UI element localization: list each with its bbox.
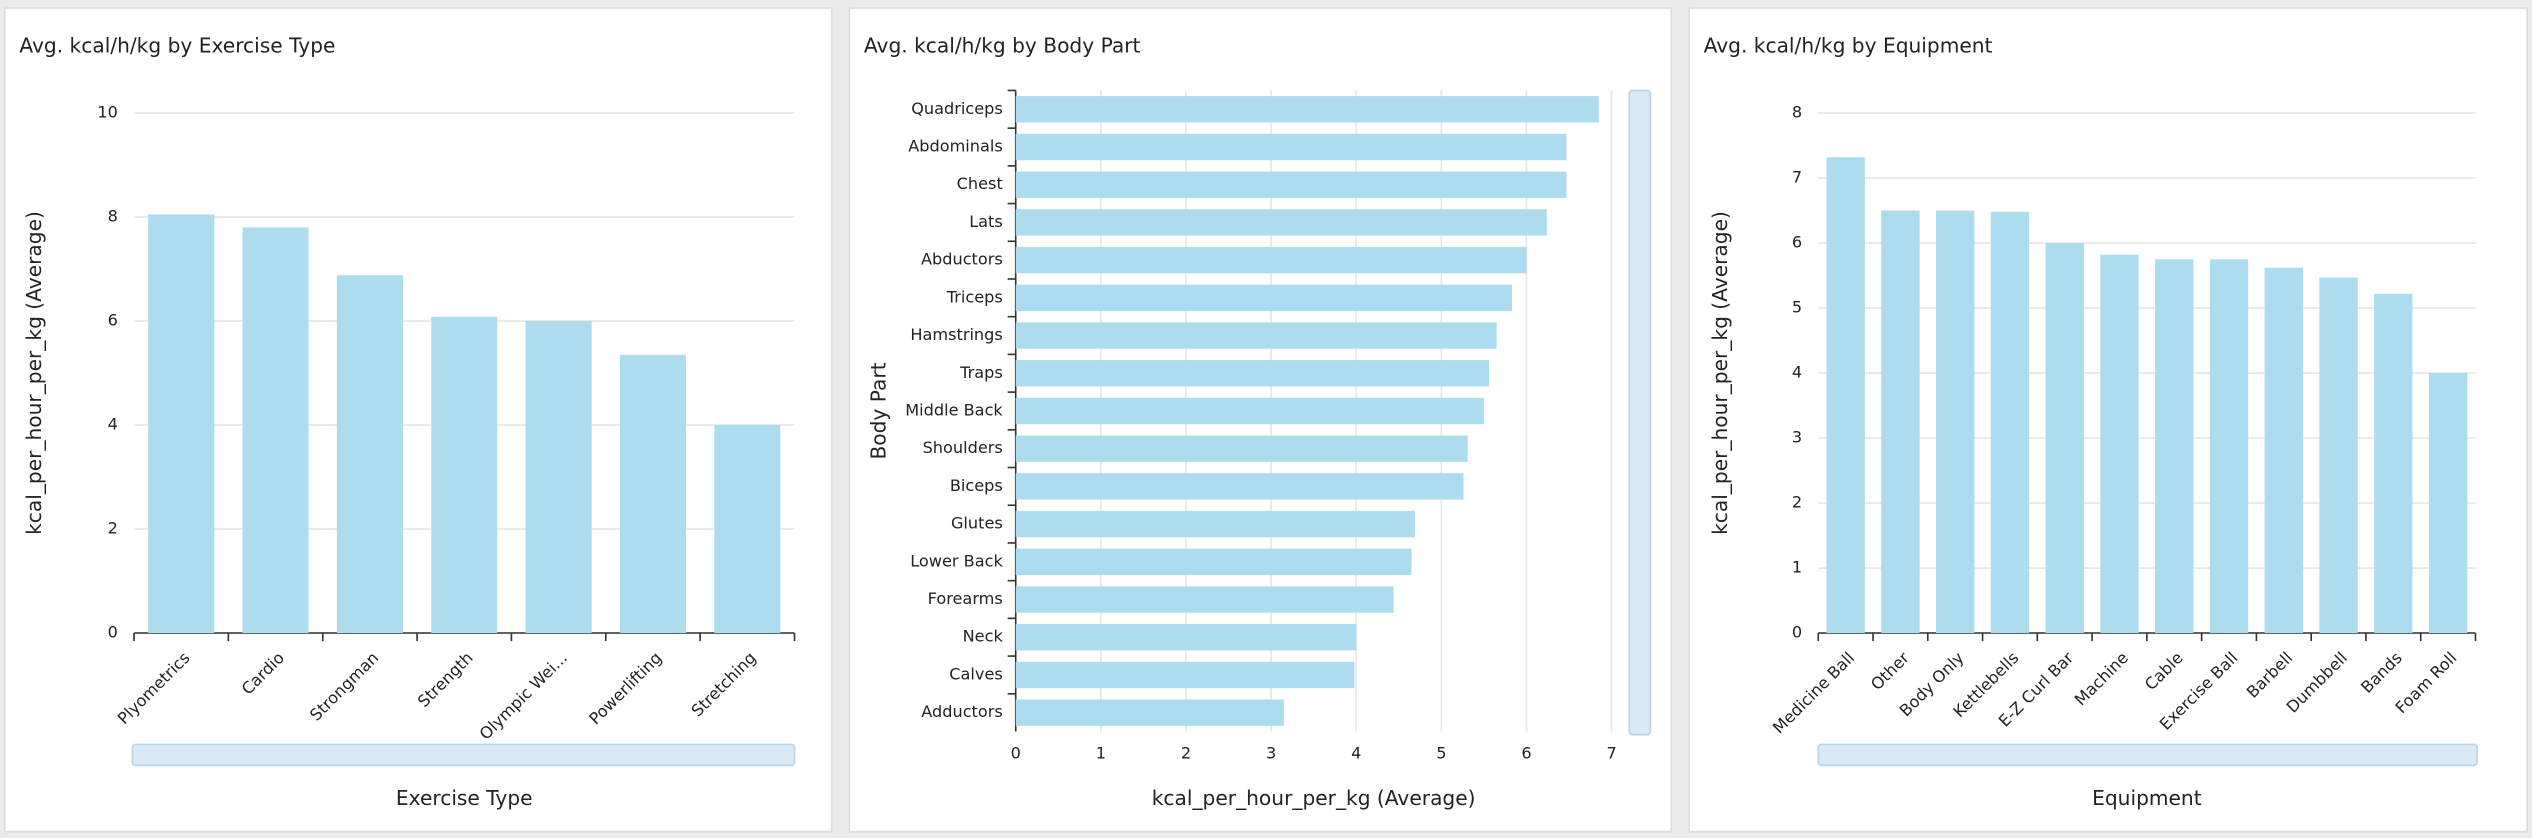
bar	[2100, 254, 2139, 634]
y-tick-label: 2	[1792, 493, 1802, 512]
scrollbar[interactable]	[131, 743, 796, 767]
y-axis-title: Body Part	[867, 362, 891, 459]
bar	[431, 316, 498, 634]
y-tick-label: 10	[97, 103, 118, 122]
x-tick-label: 2	[1181, 744, 1191, 763]
bar	[1015, 661, 1355, 689]
x-tick-label: 5	[1436, 744, 1446, 763]
y-tick-label: 6	[1792, 233, 1802, 252]
bar	[1015, 473, 1464, 500]
y-tick-label: Triceps	[946, 287, 1003, 306]
y-tick-label: Shoulders	[923, 438, 1003, 457]
y-tick-label: 5	[1792, 298, 1802, 317]
panel	[4, 7, 833, 833]
bar	[619, 354, 686, 634]
y-tick-label: Calves	[949, 664, 1003, 683]
y-tick-label: 4	[108, 415, 118, 434]
y-tick-label: Biceps	[950, 476, 1003, 495]
chart-title: Avg. kcal/h/kg by Exercise Type	[19, 33, 335, 57]
bar	[1015, 284, 1512, 312]
y-tick-label: 4	[1792, 363, 1802, 382]
y-axis-title: kcal_per_hour_per_kg (Average)	[22, 211, 46, 535]
bar	[2264, 267, 2303, 634]
bar	[2209, 259, 2249, 634]
x-axis-title: Equipment	[2092, 786, 2202, 810]
y-axis-title: kcal_per_hour_per_kg (Average)	[1708, 211, 1732, 535]
x-tick-label: 4	[1351, 744, 1361, 763]
y-tick-label: 8	[108, 207, 118, 226]
bar	[2155, 259, 2194, 634]
y-tick-label: Lats	[969, 212, 1003, 231]
bar	[714, 425, 781, 634]
y-tick-label: 0	[1792, 623, 1802, 642]
bar	[1015, 322, 1497, 349]
chart-title: Avg. kcal/h/kg by Body Part	[864, 33, 1141, 57]
bar	[1015, 624, 1357, 651]
y-tick-label: Traps	[959, 363, 1003, 382]
y-tick-label: 8	[1792, 103, 1802, 122]
y-tick-label: 6	[108, 311, 118, 330]
bar	[1015, 133, 1567, 161]
y-tick-label: Glutes	[951, 514, 1003, 533]
x-tick-label: 3	[1266, 744, 1276, 763]
bar	[1015, 360, 1489, 387]
bar	[1826, 157, 1865, 634]
bar	[1015, 171, 1567, 198]
y-tick-label: 1	[1792, 558, 1802, 577]
y-tick-label: Neck	[963, 627, 1004, 646]
x-tick-label: 0	[1011, 744, 1021, 763]
bar	[1936, 210, 1975, 634]
bar	[1015, 548, 1412, 576]
bar	[1990, 211, 2030, 634]
bar	[1015, 699, 1284, 726]
bar	[525, 321, 592, 634]
y-tick-label: Lower Back	[910, 551, 1003, 570]
x-tick-label: 7	[1606, 744, 1616, 763]
scrollbar[interactable]	[1817, 743, 2478, 767]
y-tick-label: 0	[108, 623, 118, 642]
y-tick-label: Adductors	[921, 702, 1003, 721]
bar	[336, 275, 403, 634]
x-axis-title: Exercise Type	[396, 786, 533, 810]
chart-title: Avg. kcal/h/kg by Equipment	[1704, 33, 1993, 57]
scrollbar[interactable]	[1628, 89, 1652, 736]
y-tick-label: Chest	[957, 174, 1003, 193]
bar	[2374, 293, 2413, 634]
bar	[1015, 510, 1415, 538]
x-tick-label: 1	[1096, 744, 1106, 763]
x-axis-title: kcal_per_hour_per_kg (Average)	[1152, 786, 1476, 810]
bar	[1015, 586, 1394, 613]
bar	[1015, 246, 1527, 274]
y-tick-label: Abductors	[921, 250, 1003, 269]
x-tick-label: 6	[1521, 744, 1531, 763]
y-tick-label: Hamstrings	[910, 325, 1002, 344]
y-tick-label: 7	[1792, 168, 1802, 187]
bar	[2319, 277, 2358, 634]
bar	[2428, 373, 2468, 634]
bar	[1015, 209, 1547, 236]
bar	[2045, 243, 2084, 634]
y-tick-label: Abdominals	[908, 136, 1003, 155]
y-tick-label: 2	[108, 519, 118, 538]
bar	[1015, 96, 1599, 123]
bar	[1015, 397, 1484, 425]
y-tick-label: Forearms	[928, 589, 1003, 608]
y-tick-label: Quadriceps	[911, 99, 1003, 118]
y-tick-label: Middle Back	[905, 400, 1003, 419]
y-tick-label: 3	[1792, 428, 1802, 447]
bar	[1881, 210, 1920, 634]
bar	[1015, 435, 1468, 462]
bar	[242, 227, 309, 634]
bar	[148, 214, 215, 634]
